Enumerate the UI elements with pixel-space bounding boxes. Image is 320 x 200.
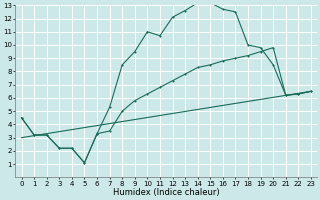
X-axis label: Humidex (Indice chaleur): Humidex (Indice chaleur): [113, 188, 220, 197]
